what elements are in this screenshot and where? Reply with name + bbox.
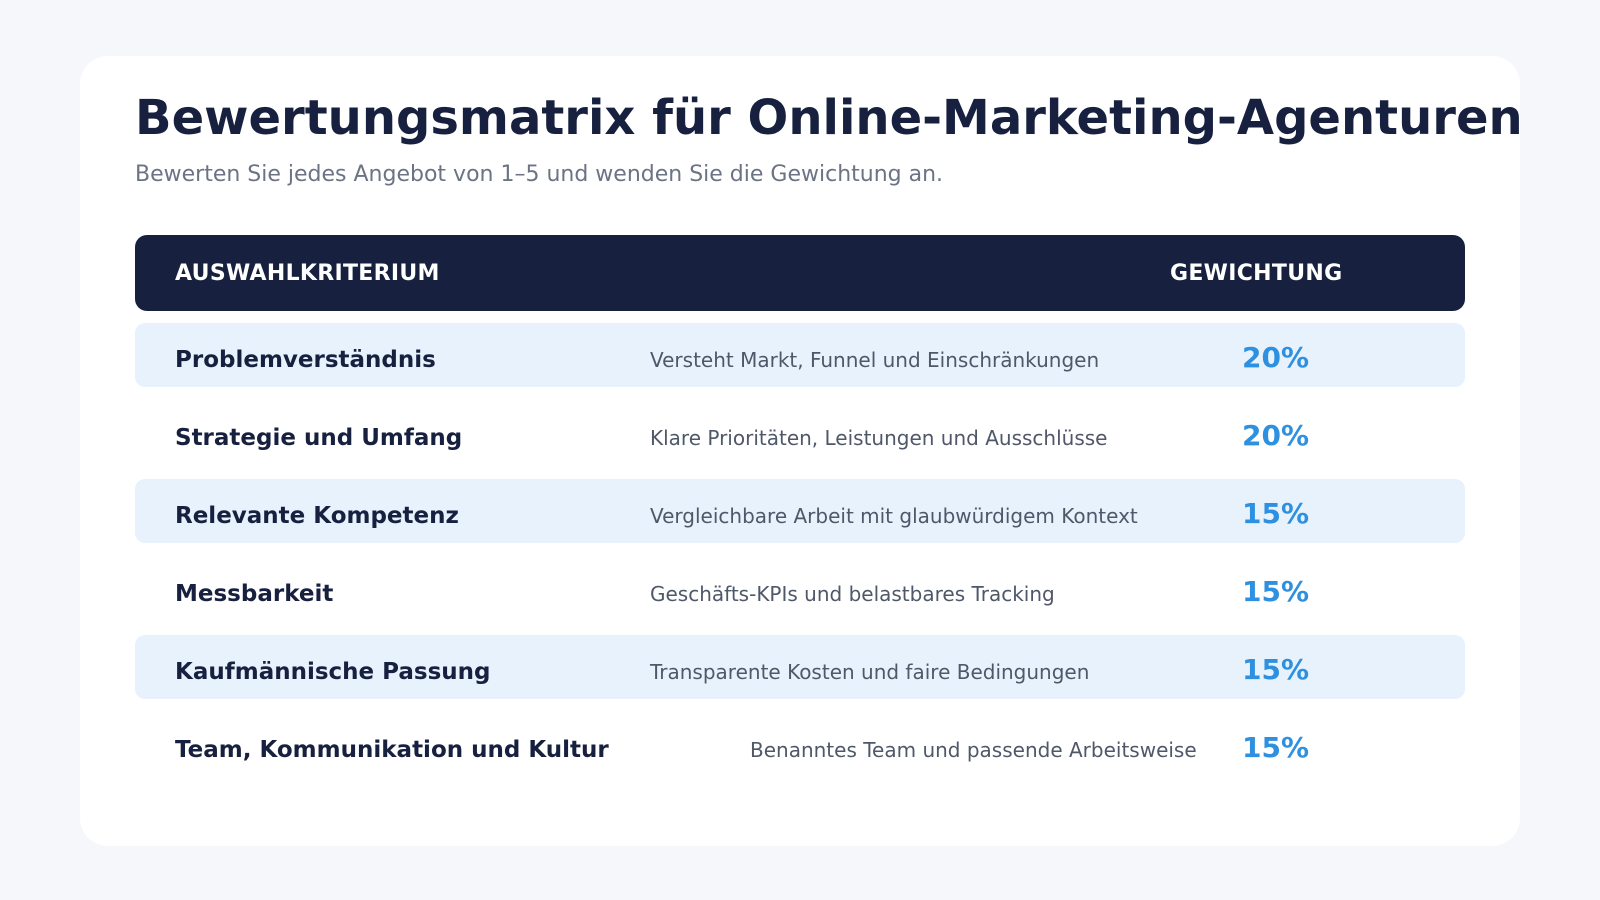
criterion-weight: 20% — [1242, 419, 1310, 452]
criterion-description: Klare Prioritäten, Leistungen und Aussch… — [650, 426, 1108, 450]
criterion-description: Transparente Kosten und faire Bedingunge… — [650, 660, 1090, 684]
criterion-name: Problemverständnis — [175, 347, 436, 373]
criterion-weight: 15% — [1242, 731, 1310, 764]
criterion-weight: 20% — [1242, 341, 1310, 374]
table-row: Team, Kommunikation und Kultur Benanntes… — [135, 713, 1465, 777]
column-header-weight: GEWICHTUNG — [1170, 261, 1343, 286]
criterion-description: Versteht Markt, Funnel und Einschränkung… — [650, 348, 1100, 372]
table-row: Problemverständnis Versteht Markt, Funne… — [135, 323, 1465, 387]
criterion-weight: 15% — [1242, 575, 1310, 608]
criterion-name: Kaufmännische Passung — [175, 659, 491, 685]
criterion-description: Geschäfts-KPIs und belastbares Tracking — [650, 582, 1055, 606]
page-title: Bewertungsmatrix für Online-Marketing-Ag… — [135, 90, 1523, 146]
page-subtitle: Bewerten Sie jedes Angebot von 1–5 und w… — [135, 162, 944, 187]
criterion-weight: 15% — [1242, 497, 1310, 530]
table-header: AUSWAHLKRITERIUM GEWICHTUNG — [135, 235, 1465, 311]
criterion-name: Team, Kommunikation und Kultur — [175, 737, 609, 763]
criterion-name: Strategie und Umfang — [175, 425, 463, 451]
table-row: Messbarkeit Geschäfts-KPIs und belastbar… — [135, 557, 1465, 621]
criterion-description: Vergleichbare Arbeit mit glaubwürdigem K… — [650, 504, 1138, 528]
matrix-card: Bewertungsmatrix für Online-Marketing-Ag… — [80, 56, 1523, 846]
criterion-weight: 15% — [1242, 653, 1310, 686]
table-row: Kaufmännische Passung Transparente Koste… — [135, 635, 1465, 699]
criterion-description: Benanntes Team und passende Arbeitsweise — [750, 738, 1197, 762]
table-row: Relevante Kompetenz Vergleichbare Arbeit… — [135, 479, 1465, 543]
table-row: Strategie und Umfang Klare Prioritäten, … — [135, 401, 1465, 465]
column-header-criterion: AUSWAHLKRITERIUM — [175, 261, 440, 286]
criterion-name: Relevante Kompetenz — [175, 503, 459, 529]
criterion-name: Messbarkeit — [175, 581, 334, 607]
